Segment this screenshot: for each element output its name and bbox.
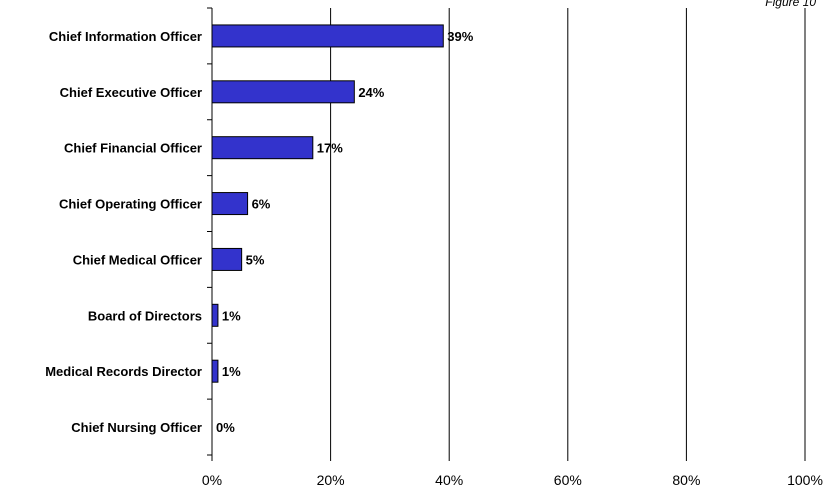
category-label-7: Chief Nursing Officer: [71, 420, 202, 435]
value-label-0: 39%: [447, 29, 473, 44]
bar-5: [211, 303, 219, 327]
bar-0: [211, 24, 444, 48]
x-tick-label-3: 60%: [554, 472, 582, 488]
value-label-4: 5%: [246, 252, 265, 267]
value-label-5: 1%: [222, 308, 241, 323]
category-label-1: Chief Executive Officer: [60, 85, 202, 100]
bar-2: [211, 136, 314, 160]
value-label-3: 6%: [252, 197, 271, 212]
category-label-2: Chief Financial Officer: [64, 141, 202, 156]
x-tick-label-4: 80%: [672, 472, 700, 488]
category-label-4: Chief Medical Officer: [73, 252, 202, 267]
figure-label: Figure 10: [765, 0, 816, 9]
bar-4: [211, 247, 243, 271]
category-label-6: Medical Records Director: [45, 364, 202, 379]
bar-6: [211, 359, 219, 383]
bar-3: [211, 192, 249, 216]
value-label-7: 0%: [216, 420, 235, 435]
value-label-1: 24%: [358, 85, 384, 100]
x-tick-label-2: 40%: [435, 472, 463, 488]
value-label-2: 17%: [317, 141, 343, 156]
x-tick-label-1: 20%: [317, 472, 345, 488]
bar-1: [211, 80, 355, 104]
x-tick-label-5: 100%: [787, 472, 823, 488]
category-label-0: Chief Information Officer: [49, 29, 202, 44]
category-label-5: Board of Directors: [88, 308, 202, 323]
category-label-3: Chief Operating Officer: [59, 197, 202, 212]
x-tick-label-0: 0%: [202, 472, 222, 488]
value-label-6: 1%: [222, 364, 241, 379]
